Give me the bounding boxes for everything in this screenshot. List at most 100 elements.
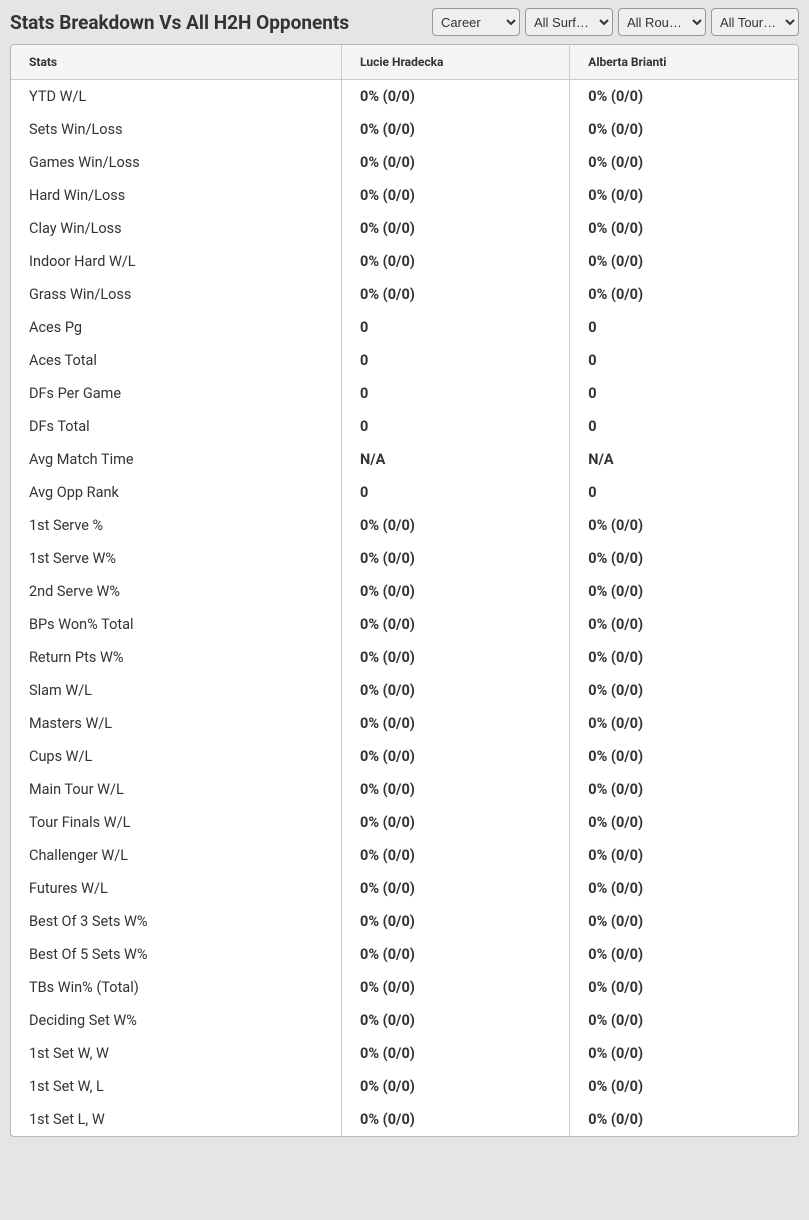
stat-label: Cups W/L (11, 740, 342, 773)
stat-value-player2: 0 (570, 344, 798, 377)
table-row: Futures W/L0% (0/0)0% (0/0) (11, 872, 798, 905)
stat-value-player1: 0 (342, 311, 570, 344)
stat-label: 1st Set L, W (11, 1103, 342, 1136)
table-row: 1st Set L, W0% (0/0)0% (0/0) (11, 1103, 798, 1136)
table-row: Deciding Set W%0% (0/0)0% (0/0) (11, 1004, 798, 1037)
stat-label: Grass Win/Loss (11, 278, 342, 311)
table-row: Indoor Hard W/L0% (0/0)0% (0/0) (11, 245, 798, 278)
table-row: Avg Match TimeN/AN/A (11, 443, 798, 476)
stat-value-player1: 0% (0/0) (342, 113, 570, 146)
stat-value-player1: 0% (0/0) (342, 971, 570, 1004)
table-row: Cups W/L0% (0/0)0% (0/0) (11, 740, 798, 773)
table-row: Sets Win/Loss0% (0/0)0% (0/0) (11, 113, 798, 146)
stat-value-player2: 0% (0/0) (570, 146, 798, 179)
stat-value-player1: 0% (0/0) (342, 938, 570, 971)
stat-value-player2: 0% (0/0) (570, 245, 798, 278)
filter-round[interactable]: All Rou… (618, 8, 706, 36)
stat-label: Futures W/L (11, 872, 342, 905)
stat-value-player1: 0% (0/0) (342, 1103, 570, 1136)
table-row: Tour Finals W/L0% (0/0)0% (0/0) (11, 806, 798, 839)
stat-value-player1: 0 (342, 476, 570, 509)
stat-value-player1: 0% (0/0) (342, 872, 570, 905)
stat-value-player1: 0% (0/0) (342, 509, 570, 542)
stat-value-player1: 0% (0/0) (342, 212, 570, 245)
stat-value-player1: 0 (342, 344, 570, 377)
stat-value-player2: 0 (570, 377, 798, 410)
stat-label: Clay Win/Loss (11, 212, 342, 245)
table-row: Hard Win/Loss0% (0/0)0% (0/0) (11, 179, 798, 212)
table-row: Grass Win/Loss0% (0/0)0% (0/0) (11, 278, 798, 311)
stat-label: 1st Set W, L (11, 1070, 342, 1103)
stat-value-player1: 0% (0/0) (342, 1004, 570, 1037)
stat-value-player2: 0% (0/0) (570, 839, 798, 872)
stat-value-player2: 0% (0/0) (570, 278, 798, 311)
stat-label: Aces Total (11, 344, 342, 377)
stat-label: Avg Opp Rank (11, 476, 342, 509)
stat-label: BPs Won% Total (11, 608, 342, 641)
stat-label: Return Pts W% (11, 641, 342, 674)
stat-value-player1: 0% (0/0) (342, 641, 570, 674)
stat-label: Challenger W/L (11, 839, 342, 872)
stat-value-player2: 0% (0/0) (570, 707, 798, 740)
stat-label: Main Tour W/L (11, 773, 342, 806)
table-row: Best Of 5 Sets W%0% (0/0)0% (0/0) (11, 938, 798, 971)
filter-career[interactable]: Career (432, 8, 520, 36)
stat-value-player2: 0% (0/0) (570, 509, 798, 542)
stat-label: YTD W/L (11, 80, 342, 114)
stat-value-player1: 0% (0/0) (342, 740, 570, 773)
table-row: Aces Pg00 (11, 311, 798, 344)
filter-tourney[interactable]: All Tour… (711, 8, 799, 36)
table-row: DFs Total00 (11, 410, 798, 443)
column-header-stats: Stats (11, 45, 342, 80)
stat-value-player1: 0% (0/0) (342, 608, 570, 641)
table-row: Clay Win/Loss0% (0/0)0% (0/0) (11, 212, 798, 245)
stat-value-player2: 0% (0/0) (570, 740, 798, 773)
stat-value-player2: 0% (0/0) (570, 971, 798, 1004)
stat-value-player1: 0% (0/0) (342, 575, 570, 608)
stat-value-player1: 0% (0/0) (342, 80, 570, 114)
stat-value-player1: 0% (0/0) (342, 146, 570, 179)
table-row: YTD W/L0% (0/0)0% (0/0) (11, 80, 798, 114)
stat-value-player2: 0% (0/0) (570, 179, 798, 212)
stat-value-player1: 0% (0/0) (342, 839, 570, 872)
stat-label: DFs Total (11, 410, 342, 443)
table-row: 1st Serve W%0% (0/0)0% (0/0) (11, 542, 798, 575)
stat-value-player2: 0% (0/0) (570, 806, 798, 839)
stat-label: Avg Match Time (11, 443, 342, 476)
stat-value-player2: N/A (570, 443, 798, 476)
stat-label: Hard Win/Loss (11, 179, 342, 212)
stat-label: Sets Win/Loss (11, 113, 342, 146)
stat-value-player2: 0% (0/0) (570, 212, 798, 245)
table-row: Slam W/L0% (0/0)0% (0/0) (11, 674, 798, 707)
stat-label: Masters W/L (11, 707, 342, 740)
stats-table: Stats Lucie Hradecka Alberta Brianti YTD… (11, 45, 798, 1136)
column-header-player2: Alberta Brianti (570, 45, 798, 80)
stat-value-player1: 0% (0/0) (342, 1070, 570, 1103)
stat-value-player1: 0% (0/0) (342, 806, 570, 839)
table-row: Main Tour W/L0% (0/0)0% (0/0) (11, 773, 798, 806)
stat-value-player1: 0% (0/0) (342, 905, 570, 938)
stat-value-player2: 0% (0/0) (570, 1004, 798, 1037)
stat-label: Slam W/L (11, 674, 342, 707)
stat-value-player1: 0% (0/0) (342, 278, 570, 311)
stat-value-player2: 0% (0/0) (570, 674, 798, 707)
stat-value-player1: 0% (0/0) (342, 1037, 570, 1070)
stat-value-player2: 0% (0/0) (570, 575, 798, 608)
stat-label: Best Of 3 Sets W% (11, 905, 342, 938)
stat-value-player1: 0% (0/0) (342, 179, 570, 212)
stat-label: Best Of 5 Sets W% (11, 938, 342, 971)
stats-table-wrapper: Stats Lucie Hradecka Alberta Brianti YTD… (10, 44, 799, 1137)
stat-label: 1st Set W, W (11, 1037, 342, 1070)
filter-surface[interactable]: All Surf… (525, 8, 613, 36)
stat-value-player2: 0 (570, 476, 798, 509)
stat-value-player1: N/A (342, 443, 570, 476)
filter-group: Career All Surf… All Rou… All Tour… (432, 8, 799, 36)
stat-value-player2: 0% (0/0) (570, 608, 798, 641)
table-row: Return Pts W%0% (0/0)0% (0/0) (11, 641, 798, 674)
stat-value-player1: 0% (0/0) (342, 707, 570, 740)
column-header-player1: Lucie Hradecka (342, 45, 570, 80)
stat-value-player2: 0 (570, 311, 798, 344)
stat-label: Tour Finals W/L (11, 806, 342, 839)
stat-label: Deciding Set W% (11, 1004, 342, 1037)
header: Stats Breakdown Vs All H2H Opponents Car… (0, 0, 809, 44)
